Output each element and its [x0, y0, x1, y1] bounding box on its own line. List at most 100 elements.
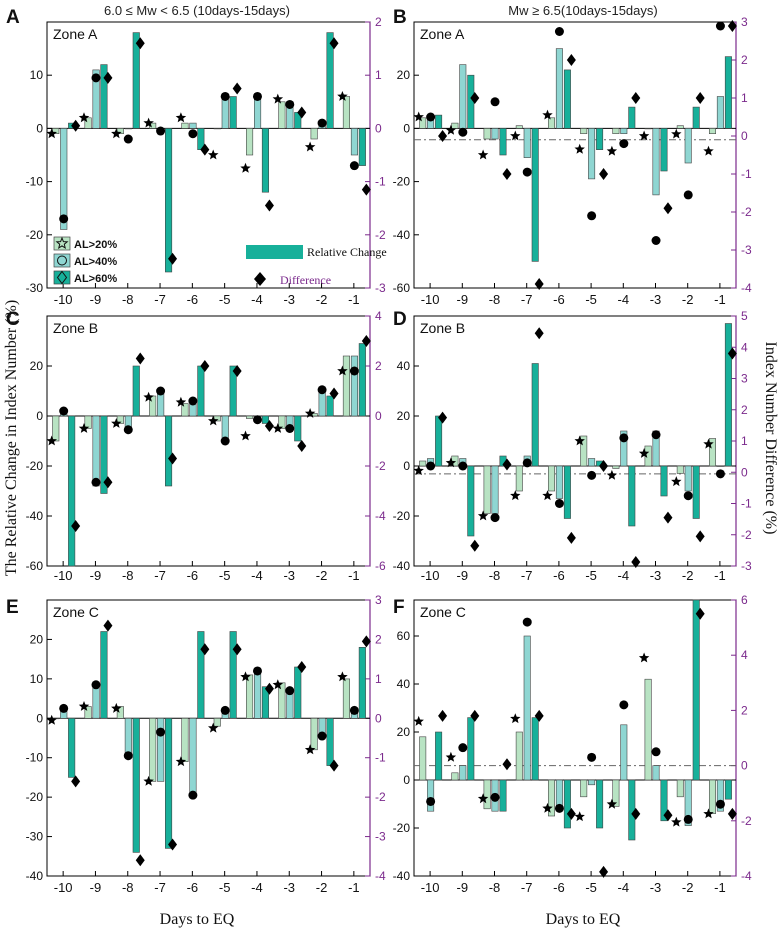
legend-circle-icon	[57, 255, 67, 266]
bar-al40	[588, 458, 596, 467]
x-tick-label: -8	[122, 568, 134, 583]
x-tick-label: -9	[90, 568, 102, 583]
bar-al20	[419, 460, 427, 467]
difference-marker-diamond	[631, 556, 641, 568]
bar-al20	[451, 772, 459, 781]
y2-tick-label: -2	[741, 814, 752, 828]
bar-al40	[523, 635, 531, 781]
bar-al20	[580, 128, 588, 134]
difference-marker-star	[240, 162, 251, 173]
difference-marker-diamond	[232, 365, 242, 377]
bar-al20	[213, 128, 221, 130]
bar-al20	[181, 403, 189, 417]
x-tick-label: -5	[219, 880, 231, 895]
difference-marker-star	[46, 714, 57, 725]
x-tick-label: -1	[348, 568, 360, 583]
difference-marker-star	[445, 457, 457, 468]
bar-al60	[660, 128, 668, 172]
difference-marker-diamond	[264, 420, 274, 432]
y2-tick-label: 5	[741, 309, 748, 323]
bar-al40	[491, 128, 499, 140]
difference-marker-diamond	[502, 168, 512, 180]
bar-al60	[692, 599, 700, 781]
bar-al60	[724, 56, 732, 129]
bar-al60	[531, 128, 539, 262]
x-tick-label: -2	[316, 292, 328, 307]
difference-marker-circle	[59, 703, 69, 713]
y2-tick-label: 1	[741, 91, 748, 105]
bar-al60	[358, 128, 366, 166]
x-tick-label: -2	[682, 880, 694, 895]
difference-marker-diamond	[566, 531, 576, 544]
bar-al60	[261, 686, 270, 719]
y-tick-label: 40	[397, 359, 411, 373]
bar-al60	[563, 779, 571, 829]
bar-al60	[358, 646, 366, 719]
bar-al40	[716, 779, 724, 812]
bar-al40	[555, 48, 563, 129]
y2-tick-label: 1	[375, 68, 382, 82]
difference-marker-star	[208, 722, 219, 733]
difference-marker-circle	[59, 406, 69, 416]
x-tick-label: -2	[682, 292, 694, 307]
x-tick-label: -1	[714, 880, 726, 895]
difference-marker-circle	[285, 424, 295, 433]
bar-al40	[350, 128, 359, 156]
bar-al60	[467, 465, 475, 537]
y-tick-label: -10	[26, 175, 44, 189]
difference-marker-circle	[458, 461, 468, 471]
legend-diamond-icon	[56, 270, 68, 285]
bar-al20	[213, 717, 221, 727]
difference-marker-circle	[123, 751, 133, 761]
y2-tick-label: 0	[741, 465, 748, 479]
panel-e: E Zone C-40-30-20-1001020-4-3-2-10123-10-…	[6, 593, 386, 895]
bar-al20	[84, 415, 92, 429]
y2-tick-label: -1	[375, 175, 386, 189]
bar-al60	[724, 323, 732, 467]
x-tick-label: -3	[650, 292, 662, 307]
y2-tick-label: 2	[741, 703, 748, 717]
y2-tick-label: 4	[375, 309, 382, 323]
x-tick-label: -10	[421, 568, 440, 583]
bar-al60	[100, 415, 108, 494]
difference-marker-circle	[91, 680, 101, 690]
y-tick-label: 0	[36, 711, 43, 725]
difference-marker-circle	[188, 396, 198, 406]
difference-marker-star	[703, 808, 714, 819]
legend-relative-change-swatch	[246, 245, 303, 259]
difference-marker-circle	[220, 436, 230, 446]
difference-marker-circle	[426, 796, 436, 806]
y-tick-label: 40	[397, 677, 411, 691]
difference-marker-circle	[188, 790, 198, 800]
difference-marker-circle	[317, 385, 327, 395]
difference-marker-diamond	[329, 759, 339, 772]
difference-marker-star	[143, 775, 154, 786]
bar-al60	[435, 114, 443, 129]
bar-al20	[515, 465, 523, 492]
zone-label: Zone C	[53, 604, 99, 620]
bar-al60	[660, 779, 668, 822]
difference-marker-circle	[426, 112, 436, 122]
difference-marker-diamond	[502, 758, 512, 771]
bar-al60	[165, 415, 173, 487]
bar-al40	[555, 465, 563, 499]
difference-marker-circle	[651, 236, 661, 245]
bar-al20	[246, 128, 254, 156]
column-title-right: Mw ≥ 6.5(10days-15days)	[508, 3, 657, 18]
panel-letter: B	[393, 7, 407, 28]
difference-marker-star	[638, 448, 650, 458]
bar-al60	[229, 365, 237, 417]
difference-marker-star	[240, 430, 251, 441]
difference-marker-diamond	[361, 335, 371, 347]
plot-frame	[413, 315, 737, 567]
difference-marker-diamond	[631, 807, 641, 820]
x-tick-label: -3	[650, 880, 662, 895]
x-axis-label-right: Days to EQ	[546, 911, 621, 928]
difference-marker-star	[510, 130, 521, 141]
bar-al20	[515, 125, 523, 129]
difference-marker-circle	[349, 161, 359, 171]
difference-marker-star	[111, 128, 122, 139]
bar-al60	[467, 717, 475, 781]
difference-marker-circle	[683, 814, 693, 824]
